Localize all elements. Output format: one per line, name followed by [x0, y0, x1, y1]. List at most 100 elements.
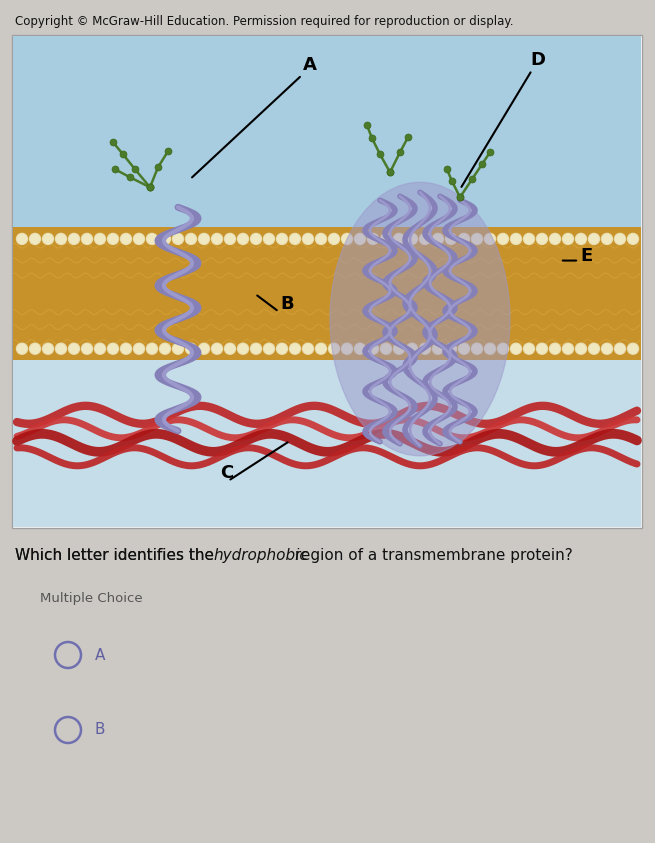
Circle shape [629, 344, 637, 353]
Text: B: B [95, 722, 105, 738]
Circle shape [472, 234, 481, 244]
Circle shape [69, 343, 79, 354]
Circle shape [172, 234, 183, 244]
Circle shape [121, 234, 132, 244]
Circle shape [356, 234, 364, 244]
Circle shape [187, 234, 195, 244]
Circle shape [550, 234, 561, 244]
Circle shape [447, 234, 455, 244]
Text: D: D [530, 51, 545, 69]
Circle shape [510, 343, 521, 354]
Circle shape [447, 344, 455, 353]
Circle shape [276, 343, 288, 354]
Circle shape [43, 343, 54, 354]
Circle shape [278, 344, 286, 353]
Circle shape [200, 234, 208, 244]
Circle shape [69, 344, 79, 353]
Circle shape [394, 343, 405, 354]
Circle shape [329, 343, 339, 354]
Circle shape [523, 343, 534, 354]
Circle shape [43, 234, 52, 244]
Circle shape [588, 234, 599, 244]
Circle shape [512, 234, 521, 244]
Circle shape [200, 344, 208, 353]
Circle shape [96, 344, 105, 353]
Circle shape [421, 344, 430, 353]
Circle shape [278, 234, 286, 244]
Circle shape [407, 234, 417, 244]
Circle shape [303, 234, 312, 244]
Circle shape [329, 234, 339, 244]
Circle shape [316, 344, 326, 353]
Circle shape [290, 234, 301, 244]
Circle shape [107, 343, 119, 354]
Circle shape [198, 234, 210, 244]
Circle shape [354, 343, 365, 354]
Circle shape [343, 344, 352, 353]
Circle shape [590, 344, 599, 353]
Circle shape [601, 234, 612, 244]
Circle shape [576, 234, 586, 244]
Circle shape [627, 343, 639, 354]
Circle shape [160, 234, 170, 244]
Circle shape [276, 234, 288, 244]
Circle shape [576, 234, 586, 244]
Circle shape [212, 234, 221, 244]
Circle shape [96, 234, 105, 244]
Circle shape [225, 234, 236, 244]
Circle shape [341, 234, 352, 244]
Circle shape [160, 344, 170, 353]
Circle shape [525, 344, 534, 353]
Circle shape [369, 344, 377, 353]
Circle shape [265, 234, 274, 244]
Circle shape [250, 343, 261, 354]
Circle shape [225, 344, 234, 353]
Circle shape [263, 343, 274, 354]
Circle shape [147, 234, 157, 244]
Circle shape [498, 234, 508, 244]
Circle shape [550, 343, 561, 354]
Circle shape [485, 234, 495, 244]
Circle shape [238, 344, 248, 353]
Circle shape [616, 234, 624, 244]
Circle shape [225, 343, 236, 354]
Circle shape [485, 344, 495, 353]
Circle shape [407, 234, 417, 244]
Circle shape [629, 234, 637, 244]
Circle shape [134, 344, 143, 353]
Circle shape [316, 343, 326, 354]
Circle shape [238, 234, 248, 244]
Circle shape [458, 343, 470, 354]
Circle shape [369, 234, 377, 244]
Circle shape [121, 343, 132, 354]
Circle shape [83, 344, 92, 353]
Circle shape [472, 344, 481, 353]
Bar [13, 36, 641, 228]
Circle shape [69, 234, 79, 244]
Circle shape [590, 234, 599, 244]
Circle shape [94, 343, 105, 354]
Circle shape [419, 343, 430, 354]
Circle shape [498, 344, 508, 353]
Circle shape [329, 344, 339, 353]
Circle shape [510, 234, 521, 244]
Circle shape [588, 343, 599, 354]
Circle shape [367, 234, 379, 244]
Circle shape [107, 234, 119, 244]
Circle shape [121, 344, 130, 353]
Circle shape [147, 344, 157, 353]
Circle shape [81, 234, 92, 244]
Circle shape [512, 344, 521, 353]
Circle shape [445, 343, 457, 354]
Circle shape [563, 234, 574, 244]
Circle shape [485, 343, 495, 354]
Circle shape [238, 343, 248, 354]
Circle shape [185, 234, 196, 244]
Circle shape [445, 234, 457, 244]
Circle shape [56, 343, 67, 354]
Text: Copyright © McGraw-Hill Education. Permission required for reproduction or displ: Copyright © McGraw-Hill Education. Permi… [15, 15, 514, 29]
Circle shape [343, 234, 352, 244]
Circle shape [291, 344, 299, 353]
Circle shape [174, 344, 183, 353]
Text: E: E [580, 246, 592, 265]
